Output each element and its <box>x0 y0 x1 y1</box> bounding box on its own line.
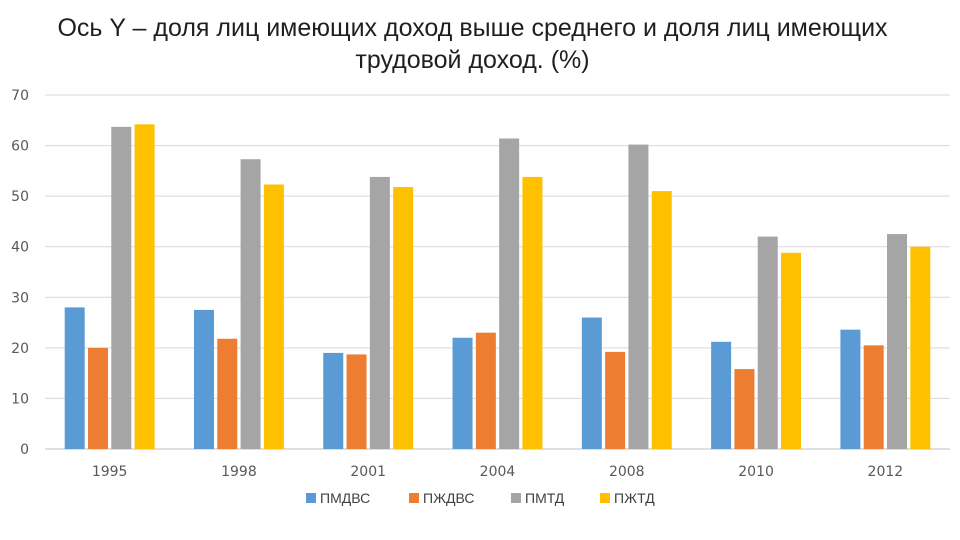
bar-1-1 <box>217 338 238 449</box>
y-tick-label: 10 <box>11 391 29 407</box>
bar-2-0 <box>323 352 344 449</box>
x-tick-label: 2001 <box>350 464 386 480</box>
legend-swatch <box>511 493 521 503</box>
bar-0-3 <box>134 124 155 450</box>
y-tick-label: 30 <box>11 290 29 306</box>
bars <box>64 124 931 450</box>
x-tick-label: 2010 <box>738 464 774 480</box>
y-tick-label: 50 <box>11 189 29 205</box>
bar-0-2 <box>111 126 132 450</box>
bar-4-2 <box>628 144 649 449</box>
bar-3-1 <box>475 332 496 449</box>
x-tick-label: 2004 <box>480 464 516 480</box>
legend-label: ПМДВС <box>320 490 370 506</box>
bar-5-3 <box>781 252 802 449</box>
bar-1-2 <box>240 159 261 449</box>
bar-1-0 <box>193 309 214 449</box>
chart-title-line-2: трудовой доход. (%) <box>355 46 590 74</box>
bar-6-2 <box>887 234 908 449</box>
x-tick-label: 1995 <box>92 464 128 480</box>
x-axis: 1995 1998 2001 2004 2008 2010 2012 <box>92 464 903 480</box>
bar-0-1 <box>87 347 108 449</box>
bar-5-0 <box>711 341 732 449</box>
y-tick-label: 70 <box>11 88 29 104</box>
x-tick-label: 2012 <box>868 464 904 480</box>
legend-swatch <box>409 493 419 503</box>
bar-2-1 <box>346 354 367 449</box>
bar-2-3 <box>393 187 414 450</box>
legend-label: ПЖДВС <box>423 490 474 506</box>
y-axis: 0 10 20 30 40 50 60 70 <box>11 88 29 458</box>
bar-2-2 <box>369 176 390 449</box>
x-tick-label: 2008 <box>609 464 645 480</box>
y-tick-label: 0 <box>20 442 29 458</box>
y-tick-label: 20 <box>11 341 29 357</box>
x-tick-label: 1998 <box>221 464 257 480</box>
legend-swatch <box>600 493 610 503</box>
bar-5-2 <box>757 236 778 449</box>
chart-title: Ось Y – доля лиц имеющих доход выше сред… <box>0 12 945 76</box>
bar-4-1 <box>605 351 626 449</box>
bar-3-0 <box>452 337 473 449</box>
bar-6-1 <box>863 345 884 449</box>
bar-5-1 <box>734 369 755 449</box>
bar-6-3 <box>910 246 931 449</box>
bar-3-3 <box>522 176 543 449</box>
gridlines <box>45 94 950 450</box>
legend: ПМДВС ПЖДВС ПМТД ПЖТД <box>306 490 655 506</box>
bar-1-3 <box>263 184 284 450</box>
y-tick-label: 40 <box>11 240 29 256</box>
chart-title-line-1: Ось Y – доля лиц имеющих доход выше сред… <box>57 14 888 42</box>
bar-0-0 <box>64 307 85 449</box>
bar-4-0 <box>581 317 602 449</box>
legend-label: ПЖТД <box>614 490 655 506</box>
y-tick-label: 60 <box>11 139 29 155</box>
bar-4-3 <box>651 191 672 450</box>
bar-3-2 <box>499 138 520 449</box>
bar-6-0 <box>840 329 861 449</box>
legend-swatch <box>306 493 316 503</box>
legend-label: ПМТД <box>525 490 565 506</box>
